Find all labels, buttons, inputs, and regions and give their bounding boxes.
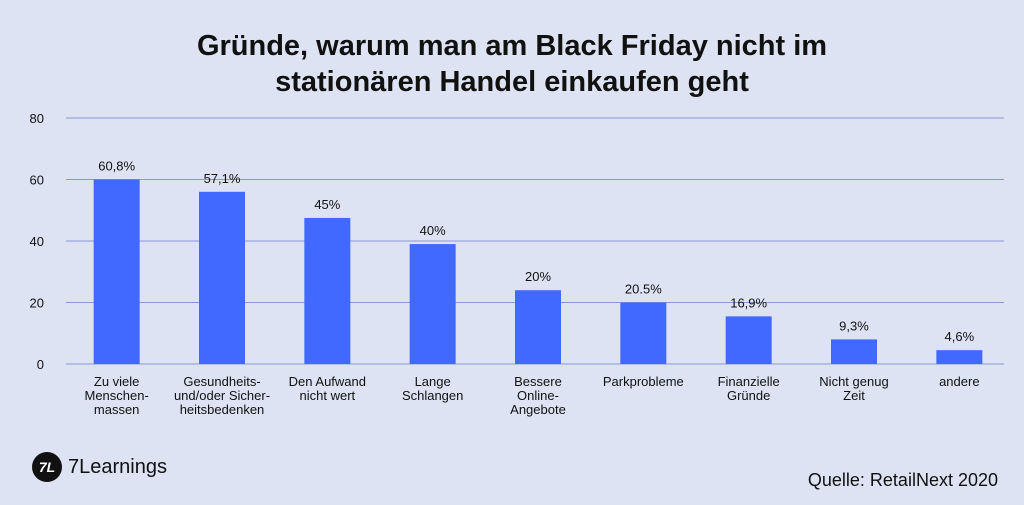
bar bbox=[725, 316, 772, 364]
brand: 7L 7Learnings bbox=[32, 452, 167, 482]
y-tick-label: 40 bbox=[30, 234, 44, 249]
x-tick-label-line: Parkprobleme bbox=[603, 374, 684, 389]
chart-title-line-1: Gründe, warum man am Black Friday nicht … bbox=[196, 30, 828, 62]
7learnings-logo-icon: 7L bbox=[32, 452, 62, 482]
x-tick-label-line: Finanzielle bbox=[718, 374, 780, 389]
x-tick-label-line: Nicht genug bbox=[819, 374, 888, 389]
y-tick-label: 80 bbox=[30, 111, 44, 126]
bar bbox=[831, 339, 877, 364]
x-tick-label: Den Aufwand nicht wert bbox=[289, 374, 366, 403]
bar bbox=[304, 217, 351, 364]
bar bbox=[199, 191, 245, 364]
x-tick-label-line: Schlangen bbox=[402, 388, 463, 403]
chart-title: Gründe, warum man am Black Friday nicht … bbox=[0, 28, 1024, 100]
data-label: 57,1% bbox=[204, 171, 241, 186]
x-tick-label-line: Zu viele bbox=[94, 374, 140, 389]
x-tick-label-line: nicht wert bbox=[300, 388, 356, 403]
brand-name: 7Learnings bbox=[68, 455, 167, 478]
data-label: 60,8% bbox=[98, 159, 135, 174]
bar bbox=[409, 244, 456, 364]
bar bbox=[515, 290, 561, 364]
x-tick-label-line: Online- bbox=[517, 388, 559, 403]
y-tick-label: 60 bbox=[30, 173, 44, 188]
bar bbox=[93, 179, 140, 364]
chart-title-line-2: stationären Handel einkaufen geht bbox=[275, 66, 749, 98]
x-tick-label-line: Zeit bbox=[843, 388, 865, 403]
x-tick-label: Gesundheits-und/oder Sicher-heitsbedenke… bbox=[174, 374, 270, 417]
data-label: 40% bbox=[420, 223, 446, 238]
x-tick-label: Nicht genug Zeit bbox=[819, 374, 888, 403]
y-tick-label: 20 bbox=[30, 296, 44, 311]
data-label: 9,3% bbox=[839, 318, 869, 333]
x-tick-label-line: Lange bbox=[415, 374, 451, 389]
x-tick-label: Zu viele Menschen-massen bbox=[85, 374, 149, 417]
x-tick-label: Bessere Online-Angebote bbox=[510, 374, 566, 417]
bar bbox=[936, 350, 983, 364]
x-tick-label-line: und/oder Sicher- bbox=[174, 388, 270, 403]
x-tick-label: Finanzielle Gründe bbox=[718, 374, 780, 403]
x-tick-label-line: heitsbedenken bbox=[180, 402, 265, 417]
x-tick-label-line: Den Aufwand bbox=[289, 374, 366, 389]
x-tick-label-line: massen bbox=[94, 402, 140, 417]
x-tick-label-line: Bessere bbox=[514, 374, 562, 389]
x-tick-label: andere bbox=[939, 374, 979, 389]
data-label: 16,9% bbox=[730, 295, 767, 310]
x-tick-label-line: Menschen- bbox=[85, 388, 149, 403]
x-tick-label-line: Gründe bbox=[727, 388, 770, 403]
bar bbox=[620, 302, 667, 364]
source-note: Quelle: RetailNext 2020 bbox=[807, 470, 998, 490]
x-tick-label-line: Angebote bbox=[510, 402, 566, 417]
data-label: 20% bbox=[525, 269, 551, 284]
x-tick-label: Parkprobleme bbox=[603, 374, 684, 389]
data-label: 20.5% bbox=[625, 282, 662, 297]
data-label: 4,6% bbox=[945, 329, 975, 344]
x-tick-label-line: andere bbox=[939, 374, 979, 389]
y-tick-label: 0 bbox=[37, 357, 44, 372]
data-label: 45% bbox=[314, 197, 340, 212]
x-tick-label: Lange Schlangen bbox=[402, 374, 463, 403]
x-tick-label-line: Gesundheits- bbox=[183, 374, 260, 389]
